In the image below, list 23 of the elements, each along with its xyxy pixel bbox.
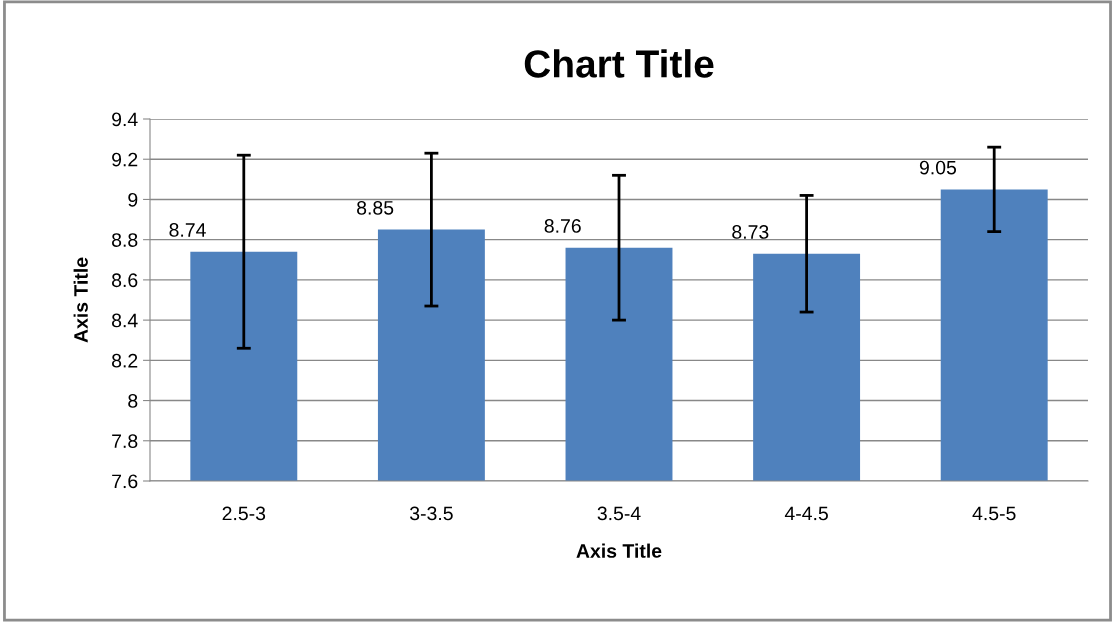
x-tick-label: 3-3.5 xyxy=(409,506,453,521)
data-label: 8.73 xyxy=(732,225,769,239)
data-label: 8.76 xyxy=(544,219,581,233)
data-label: 8.74 xyxy=(169,223,206,237)
chart-title: Chart Title xyxy=(524,49,714,78)
y-tick-label: 8.6 xyxy=(112,273,138,288)
y-tick-label: 8.8 xyxy=(112,233,138,247)
x-tick-label: 4-4.5 xyxy=(784,506,828,521)
y-tick-label: 9 xyxy=(128,192,138,207)
y-tick-label: 9.4 xyxy=(112,112,138,127)
y-tick-label: 8.2 xyxy=(112,353,138,368)
data-label: 9.05 xyxy=(919,160,957,175)
x-tick-label: 4.5-5 xyxy=(972,506,1016,521)
y-tick-label: 8.4 xyxy=(112,313,138,328)
y-axis-title: Axis Title xyxy=(73,257,88,343)
x-axis-title: Axis Title xyxy=(576,543,662,558)
y-tick-label: 8 xyxy=(128,394,138,408)
y-tick-label: 7.8 xyxy=(112,434,138,449)
y-tick-label: 9.2 xyxy=(112,152,138,167)
data-label: 8.85 xyxy=(357,200,394,215)
y-tick-label: 7.6 xyxy=(112,474,138,489)
x-tick-label: 2.5-3 xyxy=(222,506,266,521)
x-tick-label: 3.5-4 xyxy=(597,506,641,521)
